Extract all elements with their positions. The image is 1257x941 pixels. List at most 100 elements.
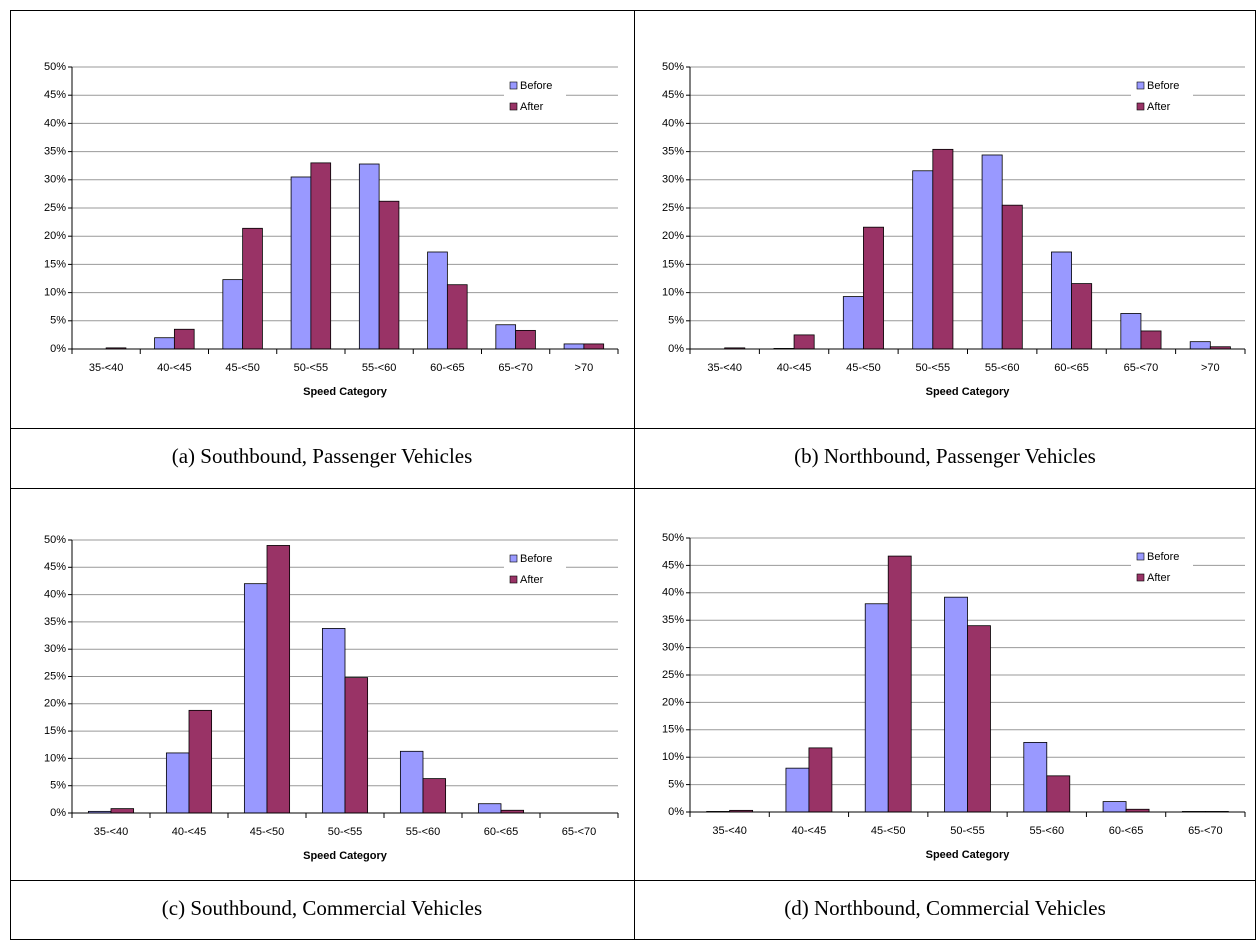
x-tick-label: 45-<50	[250, 826, 285, 838]
y-tick-label: 25%	[44, 670, 66, 682]
x-tick-label: 60-<65	[1054, 362, 1089, 374]
y-tick-label: 0%	[50, 343, 66, 355]
bar	[495, 324, 517, 350]
legend-box	[504, 73, 566, 119]
y-tick-label: 30%	[44, 174, 66, 186]
x-tick-label: >70	[1201, 362, 1220, 374]
bar	[1071, 283, 1093, 350]
x-tick-label: 35-<40	[89, 362, 124, 374]
legend-swatch	[1136, 81, 1145, 90]
y-tick-label: 20%	[662, 696, 684, 708]
bar	[944, 596, 968, 813]
legend-label: Before	[520, 80, 552, 92]
bar	[515, 329, 536, 350]
y-tick-label: 0%	[668, 806, 684, 818]
bar	[422, 778, 447, 814]
x-tick-label: 65-<70	[1124, 362, 1159, 374]
bar	[165, 752, 190, 814]
bar	[793, 334, 815, 350]
legend-label: Before	[520, 553, 552, 565]
x-tick-label: 65-<70	[498, 362, 533, 374]
y-tick-label: 25%	[44, 202, 66, 214]
x-tick-label: 50-<55	[328, 826, 363, 838]
legend-swatch	[509, 554, 518, 563]
y-tick-label: 50%	[44, 534, 66, 546]
caption: (c) Southbound, Commercial Vehicles	[162, 896, 482, 920]
x-tick-label: >70	[575, 362, 594, 374]
bar	[887, 555, 912, 813]
y-tick-label: 50%	[662, 61, 684, 73]
bar	[243, 583, 268, 814]
x-tick-label: 40-<45	[172, 826, 207, 838]
bar	[344, 677, 369, 814]
bar	[583, 343, 605, 350]
x-tick-label: 40-<45	[157, 362, 192, 374]
y-tick-label: 45%	[662, 89, 684, 101]
bar	[563, 343, 585, 350]
x-tick-label: 65-<70	[1188, 825, 1223, 837]
x-tick-label: 40-<45	[792, 825, 827, 837]
x-tick-label: 50-<55	[294, 362, 329, 374]
bar	[321, 628, 346, 814]
x-tick-label: 45-<50	[871, 825, 906, 837]
bar	[842, 296, 864, 350]
y-tick-label: 30%	[44, 643, 66, 655]
legend-box	[1131, 544, 1193, 590]
bar	[110, 808, 135, 814]
x-tick-label: 65-<70	[562, 826, 597, 838]
bar	[1051, 251, 1072, 350]
bar	[427, 251, 448, 350]
y-tick-label: 35%	[44, 146, 66, 158]
y-tick-label: 40%	[662, 587, 684, 599]
bar	[477, 803, 502, 814]
y-tick-label: 10%	[662, 751, 684, 763]
x-tick-label: 45-<50	[846, 362, 881, 374]
y-tick-label: 40%	[44, 589, 66, 601]
y-tick-label: 30%	[662, 174, 684, 186]
bar	[290, 176, 312, 350]
legend-label: After	[520, 574, 544, 586]
bar	[981, 154, 1003, 350]
y-tick-label: 20%	[662, 230, 684, 242]
x-tick-label: 55-<60	[985, 362, 1020, 374]
legend-swatch	[509, 575, 518, 584]
bar	[446, 284, 468, 350]
y-tick-label: 25%	[662, 202, 684, 214]
legend-swatch	[509, 81, 518, 90]
legend-label: After	[1147, 572, 1171, 584]
x-axis-title: Speed Category	[926, 386, 1011, 398]
bar	[222, 279, 244, 350]
bar	[1120, 313, 1142, 350]
bar	[912, 170, 934, 350]
x-tick-label: 40-<45	[777, 362, 812, 374]
table-border	[10, 10, 1256, 940]
x-tick-label: 60-<65	[430, 362, 465, 374]
x-tick-label: 50-<55	[950, 825, 985, 837]
bar	[932, 148, 954, 350]
bar	[1046, 775, 1071, 813]
legend-swatch	[509, 102, 518, 111]
bar	[808, 747, 833, 813]
y-tick-label: 20%	[44, 698, 66, 710]
y-tick-label: 50%	[44, 61, 66, 73]
legend-swatch	[1136, 102, 1145, 111]
bar	[154, 337, 175, 350]
x-tick-label: 35-<40	[712, 825, 747, 837]
bar	[378, 200, 400, 350]
bar	[188, 709, 213, 814]
y-tick-label: 50%	[662, 532, 684, 544]
bar	[1102, 801, 1127, 813]
x-tick-label: 45-<50	[225, 362, 260, 374]
legend-label: Before	[1147, 80, 1179, 92]
legend-box	[1131, 73, 1193, 119]
y-tick-label: 5%	[668, 315, 684, 327]
legend-label: Before	[1147, 551, 1179, 563]
legend-label: After	[520, 101, 544, 113]
x-tick-label: 35-<40	[707, 362, 742, 374]
bar	[1140, 330, 1162, 350]
legend-label: After	[1147, 101, 1171, 113]
y-tick-label: 15%	[662, 258, 684, 270]
bar	[1189, 341, 1211, 350]
bar	[358, 163, 380, 350]
y-tick-label: 40%	[662, 117, 684, 129]
